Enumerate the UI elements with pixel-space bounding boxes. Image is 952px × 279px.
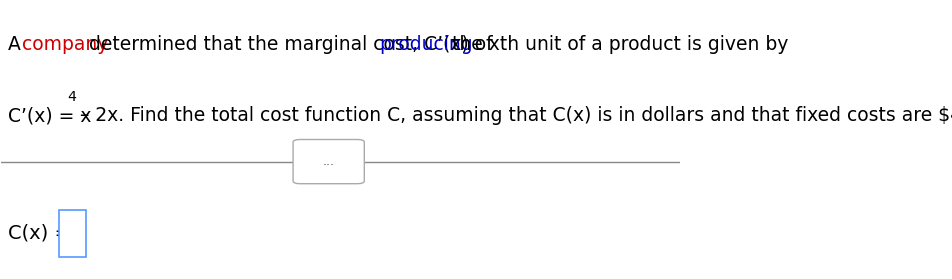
FancyBboxPatch shape [59,210,87,257]
Text: the xth unit of a product is given by: the xth unit of a product is given by [446,35,788,54]
Text: C’(x) = x: C’(x) = x [9,106,91,125]
Text: – 2x. Find the total cost function C, assuming that C(x) is in dollars and that : – 2x. Find the total cost function C, as… [74,106,952,125]
Text: ...: ... [323,155,334,168]
FancyBboxPatch shape [293,140,365,184]
Text: 4: 4 [68,90,77,104]
Text: determined that the marginal cost, C’(x) of: determined that the marginal cost, C’(x)… [83,35,499,54]
Text: A: A [9,35,27,54]
Text: company: company [22,35,108,54]
Text: producing: producing [379,35,473,54]
Text: C(x) =: C(x) = [9,224,77,243]
